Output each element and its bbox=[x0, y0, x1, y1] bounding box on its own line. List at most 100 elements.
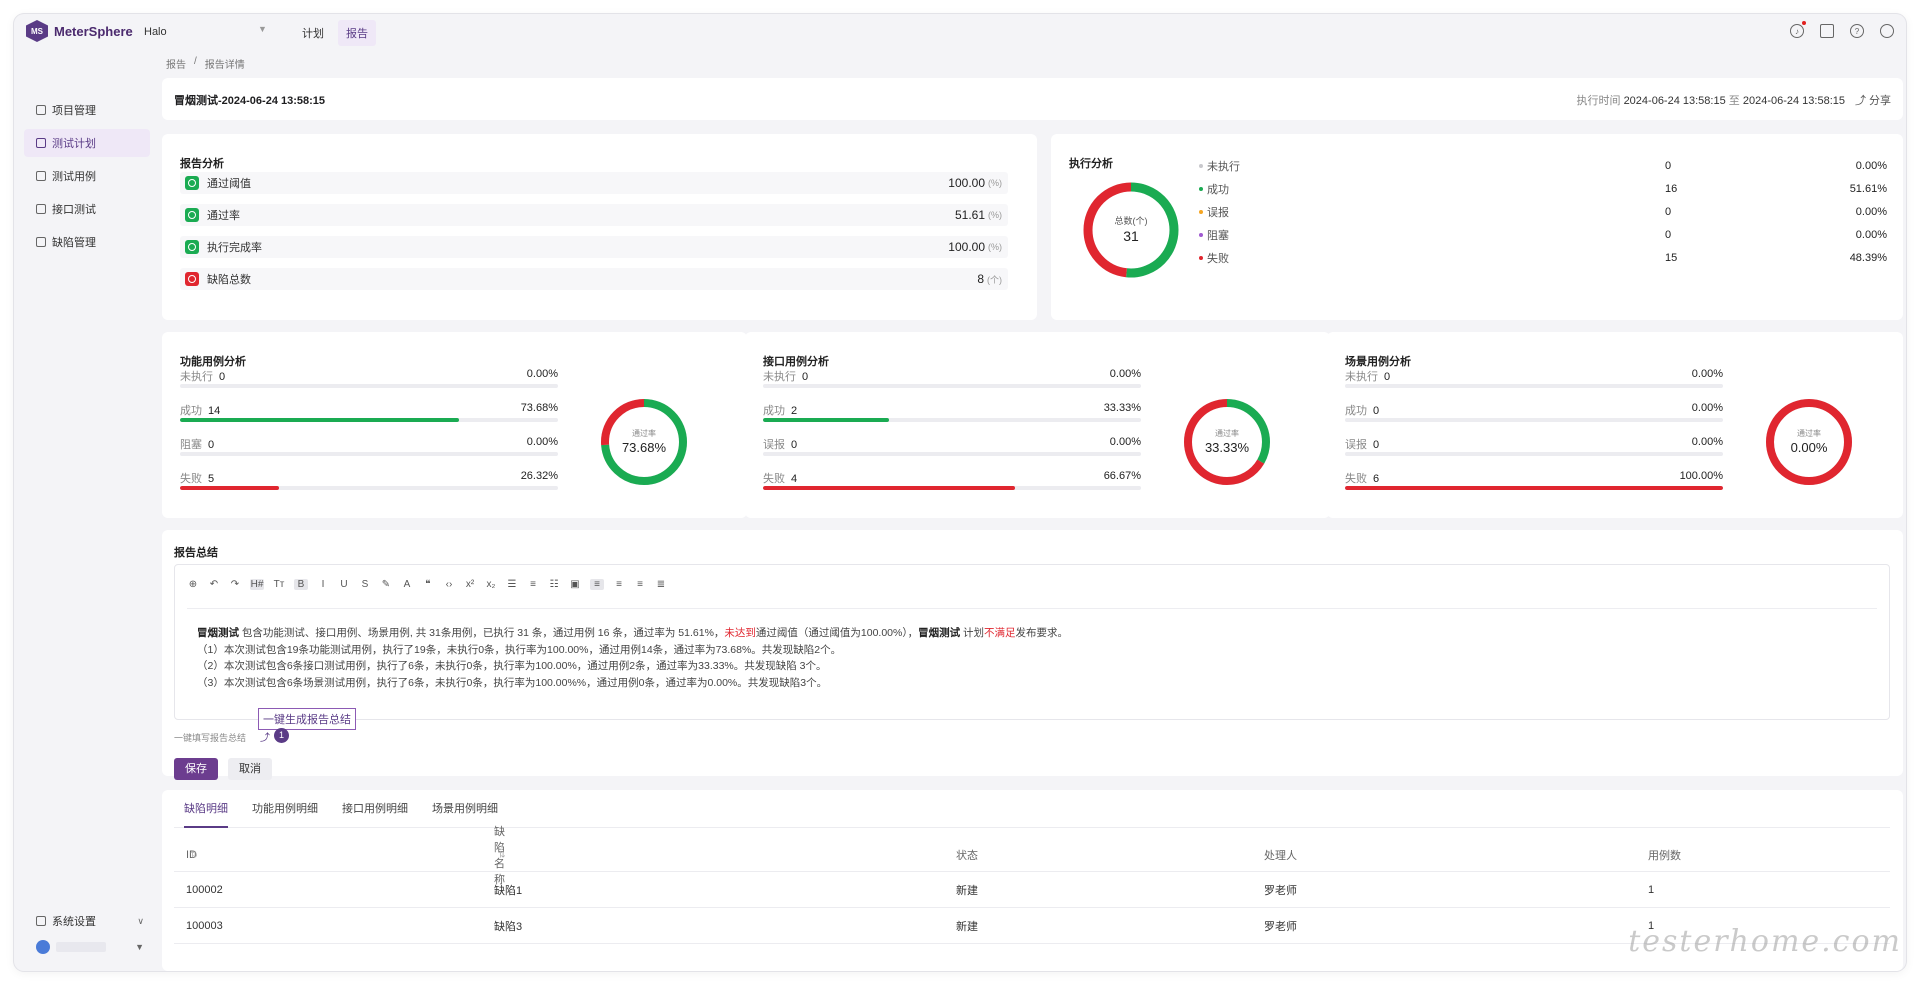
italic-icon[interactable]: I bbox=[321, 579, 325, 590]
align-left-icon[interactable]: ≡ bbox=[590, 579, 604, 590]
metric-value: 100.00 bbox=[948, 240, 985, 254]
superscript-icon[interactable]: x² bbox=[465, 579, 475, 590]
user-menu[interactable]: ▼ bbox=[24, 940, 150, 954]
case-bar-row: 成功 0 0.00% bbox=[1345, 402, 1723, 422]
bar-pct: 66.67% bbox=[1103, 470, 1141, 482]
table-row[interactable]: 100002 缺陷1 新建 罗老师 1 bbox=[174, 872, 1890, 908]
user-profile-icon[interactable] bbox=[1880, 24, 1894, 38]
bar-label: 失败 bbox=[180, 473, 202, 485]
details-tabs: 缺陷明细 功能用例明细 接口用例明细 场景用例明细 bbox=[174, 790, 1890, 828]
sort-icon[interactable]: ⇅ bbox=[190, 849, 198, 859]
align-right-icon[interactable]: ≡ bbox=[637, 579, 643, 590]
chevron-down-icon[interactable]: ▼ bbox=[258, 24, 267, 34]
help-icon[interactable]: ? bbox=[1850, 24, 1864, 38]
bullet-list-icon[interactable]: ☰ bbox=[507, 579, 517, 590]
sidebar-item-test-plan[interactable]: 测试计划 bbox=[24, 129, 150, 157]
rich-text-editor[interactable]: ⊕ ↶ ↷ H# Tт B I U S ✎ A ❝ ‹› x² x₂ ☰ ≡ ☷… bbox=[174, 564, 1890, 720]
legend-dot bbox=[1199, 164, 1203, 168]
bar-count: 0 bbox=[802, 371, 809, 383]
legend-label: 误报 bbox=[1207, 207, 1229, 219]
metersphere-logo-icon: MS bbox=[26, 20, 48, 42]
chevron-down-icon: ▼ bbox=[135, 942, 144, 952]
align-center-icon[interactable]: ≡ bbox=[616, 579, 622, 590]
highlight-icon[interactable]: ✎ bbox=[381, 579, 391, 590]
not-reached-text: 未达到 bbox=[724, 627, 756, 639]
sidebar-item-settings[interactable]: 系统设置 ∨ bbox=[24, 908, 150, 934]
nav-report[interactable]: 报告 bbox=[338, 20, 376, 46]
ordered-list-icon[interactable]: ≡ bbox=[530, 579, 536, 590]
tab-functional-case-detail[interactable]: 功能用例明细 bbox=[252, 803, 318, 815]
tab-scenario-case-detail[interactable]: 场景用例明细 bbox=[432, 803, 498, 815]
tab-bug-detail[interactable]: 缺陷明细 bbox=[184, 790, 228, 828]
heading-icon[interactable]: H# bbox=[250, 579, 264, 590]
app-logo[interactable]: MS MeterSphere bbox=[26, 20, 133, 42]
pass-rate-donut: 通过率 0.00% bbox=[1766, 399, 1852, 485]
metric-label: 缺陷总数 bbox=[207, 274, 251, 286]
bar-pct: 0.00% bbox=[1691, 402, 1723, 414]
table-row[interactable]: 100003 缺陷3 新建 罗老师 1 bbox=[174, 908, 1890, 944]
execution-donut: 总数(个) 31 bbox=[1083, 182, 1179, 278]
donut-rate-label: 通过率 bbox=[1797, 428, 1821, 438]
quote-icon[interactable]: ❝ bbox=[425, 579, 431, 590]
cancel-button[interactable]: 取消 bbox=[228, 758, 272, 780]
top-icons: ♪ ? bbox=[1790, 21, 1894, 38]
legend-count: 15 bbox=[1665, 252, 1678, 264]
cell-name[interactable]: 缺陷3 bbox=[494, 920, 523, 933]
bar-fill bbox=[180, 486, 280, 490]
auto-fill-summary-link[interactable]: 一键填写报告总结 bbox=[174, 733, 247, 743]
font-color-icon[interactable]: A bbox=[403, 579, 411, 590]
nav-plan[interactable]: 计划 bbox=[302, 28, 324, 40]
strikethrough-icon[interactable]: S bbox=[361, 579, 369, 590]
cell-handler: 罗老师 bbox=[1264, 884, 1297, 897]
bold-icon[interactable]: B bbox=[294, 579, 308, 590]
legend-item-false-report: 误报 0 0.00% bbox=[1199, 202, 1887, 222]
project-select[interactable]: Halo bbox=[144, 26, 167, 38]
tab-api-case-detail[interactable]: 接口用例明细 bbox=[342, 803, 408, 815]
task-list-icon[interactable]: ☷ bbox=[549, 579, 559, 590]
generate-summary-button[interactable]: 一键生成报告总结 bbox=[258, 708, 356, 730]
metric-unit: (%) bbox=[988, 210, 1002, 220]
bar-track bbox=[763, 384, 1141, 388]
legend-dot bbox=[1199, 233, 1203, 237]
bar-count: 5 bbox=[208, 473, 215, 485]
undo-icon[interactable]: ↶ bbox=[209, 579, 219, 590]
breadcrumb-report[interactable]: 报告 bbox=[166, 60, 186, 71]
bar-label: 失败 bbox=[763, 473, 785, 485]
donut-total-label: 总数(个) bbox=[1115, 215, 1148, 226]
align-justify-icon[interactable]: ≣ bbox=[656, 579, 666, 590]
task-center-icon[interactable] bbox=[1820, 24, 1834, 38]
bell-icon[interactable]: ♪ bbox=[1790, 21, 1806, 38]
legend-dot bbox=[1199, 187, 1203, 191]
share-button[interactable]: ⤴ 分享 bbox=[1855, 92, 1891, 108]
underline-icon[interactable]: U bbox=[340, 579, 348, 590]
code-icon[interactable]: ‹› bbox=[445, 579, 453, 590]
summary-content[interactable]: 冒烟测试 包含功能测试、接口用例、场景用例, 共 31条用例，已执行 31 条，… bbox=[197, 625, 1068, 691]
sidebar-item-project[interactable]: 项目管理 bbox=[24, 96, 150, 124]
summary-text-part: 计划 bbox=[960, 627, 985, 639]
exec-time-label: 执行时间 bbox=[1576, 95, 1621, 107]
sidebar-item-api-test[interactable]: 接口测试 bbox=[24, 195, 150, 223]
sidebar-item-test-case[interactable]: 测试用例 bbox=[24, 162, 150, 190]
subscript-icon[interactable]: x₂ bbox=[486, 579, 496, 590]
metric-bug-total: 缺陷总数 8 (个) bbox=[180, 268, 1008, 290]
add-icon[interactable]: ⊕ bbox=[188, 579, 198, 590]
sidebar-item-bug[interactable]: 缺陷管理 bbox=[24, 228, 150, 256]
donut-arc-fail bbox=[601, 399, 687, 485]
legend-label: 失败 bbox=[1207, 253, 1229, 265]
metric-value: 100.00 bbox=[948, 176, 985, 190]
cell-name[interactable]: 缺陷1 bbox=[494, 884, 523, 897]
font-size-icon[interactable]: Tт bbox=[273, 579, 285, 590]
bar-track bbox=[763, 452, 1141, 456]
image-icon[interactable]: ▣ bbox=[570, 579, 580, 590]
metric-pass-rate: 通过率 51.61 (%) bbox=[180, 204, 1008, 226]
cell-id: 100003 bbox=[186, 919, 223, 932]
sort-icon[interactable]: ⇅ bbox=[498, 849, 506, 859]
bar-track bbox=[180, 384, 558, 388]
legend-count: 0 bbox=[1665, 206, 1672, 218]
cell-status: 新建 bbox=[956, 884, 978, 897]
donut-rate-label: 通过率 bbox=[1215, 428, 1239, 438]
save-button[interactable]: 保存 bbox=[174, 758, 218, 780]
redo-icon[interactable]: ↷ bbox=[230, 579, 240, 590]
watermark: testerhome.com bbox=[1628, 924, 1902, 959]
breadcrumb: 报告 / 报告详情 bbox=[166, 56, 245, 71]
